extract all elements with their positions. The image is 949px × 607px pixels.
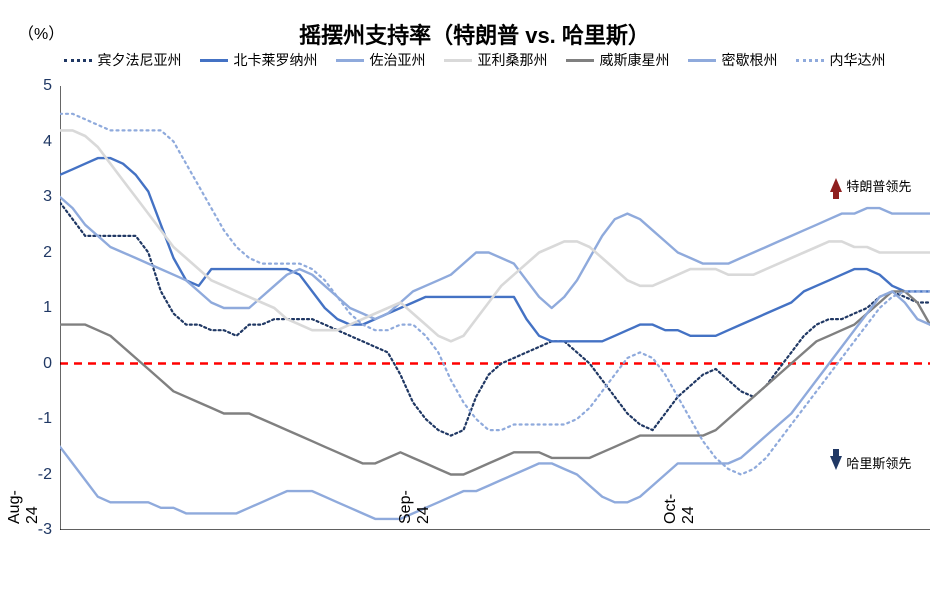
plot-svg: [60, 86, 930, 530]
arrow-up-icon: [830, 178, 842, 192]
xtick-label: Aug-24: [6, 490, 42, 530]
legend-item: 北卡莱罗纳州: [200, 50, 318, 70]
plot-area: -3-2-1012345Aug-24Sep-24Oct-24: [60, 86, 930, 530]
legend-swatch: [444, 59, 472, 62]
annotation-harris-lead: 哈里斯领先: [830, 453, 911, 472]
legend-label: 亚利桑那州: [478, 50, 548, 70]
series-pennsylvania: [60, 203, 930, 436]
ytick-label: 2: [12, 244, 60, 262]
ytick-label: -2: [12, 466, 60, 484]
legend-swatch: [566, 59, 594, 62]
series-georgia: [60, 197, 930, 319]
legend-item: 亚利桑那州: [444, 50, 548, 70]
ytick-label: 0: [12, 355, 60, 373]
ytick-label: 5: [12, 77, 60, 95]
legend-item: 内华达州: [796, 50, 886, 70]
legend-item: 宾夕法尼亚州: [64, 50, 182, 70]
legend-item: 威斯康星州: [566, 50, 670, 70]
legend-item: 佐治亚州: [336, 50, 426, 70]
xtick-label: Sep-24: [397, 490, 433, 530]
ytick-label: 4: [12, 133, 60, 151]
series-arizona: [60, 130, 930, 341]
legend-swatch: [200, 59, 228, 62]
xtick-label: Oct-24: [662, 494, 698, 530]
legend: 宾夕法尼亚州 北卡莱罗纳州 佐治亚州 亚利桑那州 威斯康星州 密歇根州 内华达州: [0, 50, 949, 70]
annotation-trump-text: 特朗普领先: [846, 176, 911, 195]
annotation-trump-lead: 特朗普领先: [830, 176, 911, 195]
legend-swatch: [796, 59, 824, 62]
yaxis-unit-label: （%）: [18, 20, 64, 44]
legend-label: 北卡莱罗纳州: [234, 50, 318, 70]
ytick-label: 3: [12, 188, 60, 206]
chart-title: 摇摆州支持率（特朗普 vs. 哈里斯）: [0, 18, 949, 50]
arrow-down-icon: [830, 456, 842, 470]
chart-container: 摇摆州支持率（特朗普 vs. 哈里斯） （%） 宾夕法尼亚州 北卡莱罗纳州 佐治亚州…: [0, 0, 949, 607]
legend-label: 佐治亚州: [370, 50, 426, 70]
ytick-label: -1: [12, 410, 60, 428]
legend-item: 密歇根州: [688, 50, 778, 70]
legend-label: 密歇根州: [722, 50, 778, 70]
legend-swatch: [336, 59, 364, 62]
annotation-harris-text: 哈里斯领先: [846, 453, 911, 472]
legend-swatch: [64, 59, 92, 62]
legend-label: 宾夕法尼亚州: [98, 50, 182, 70]
series-wisconsin: [60, 291, 930, 474]
series-north_carolina: [60, 158, 930, 341]
legend-label: 威斯康星州: [600, 50, 670, 70]
legend-swatch: [688, 59, 716, 62]
ytick-label: 1: [12, 299, 60, 317]
legend-label: 内华达州: [830, 50, 886, 70]
